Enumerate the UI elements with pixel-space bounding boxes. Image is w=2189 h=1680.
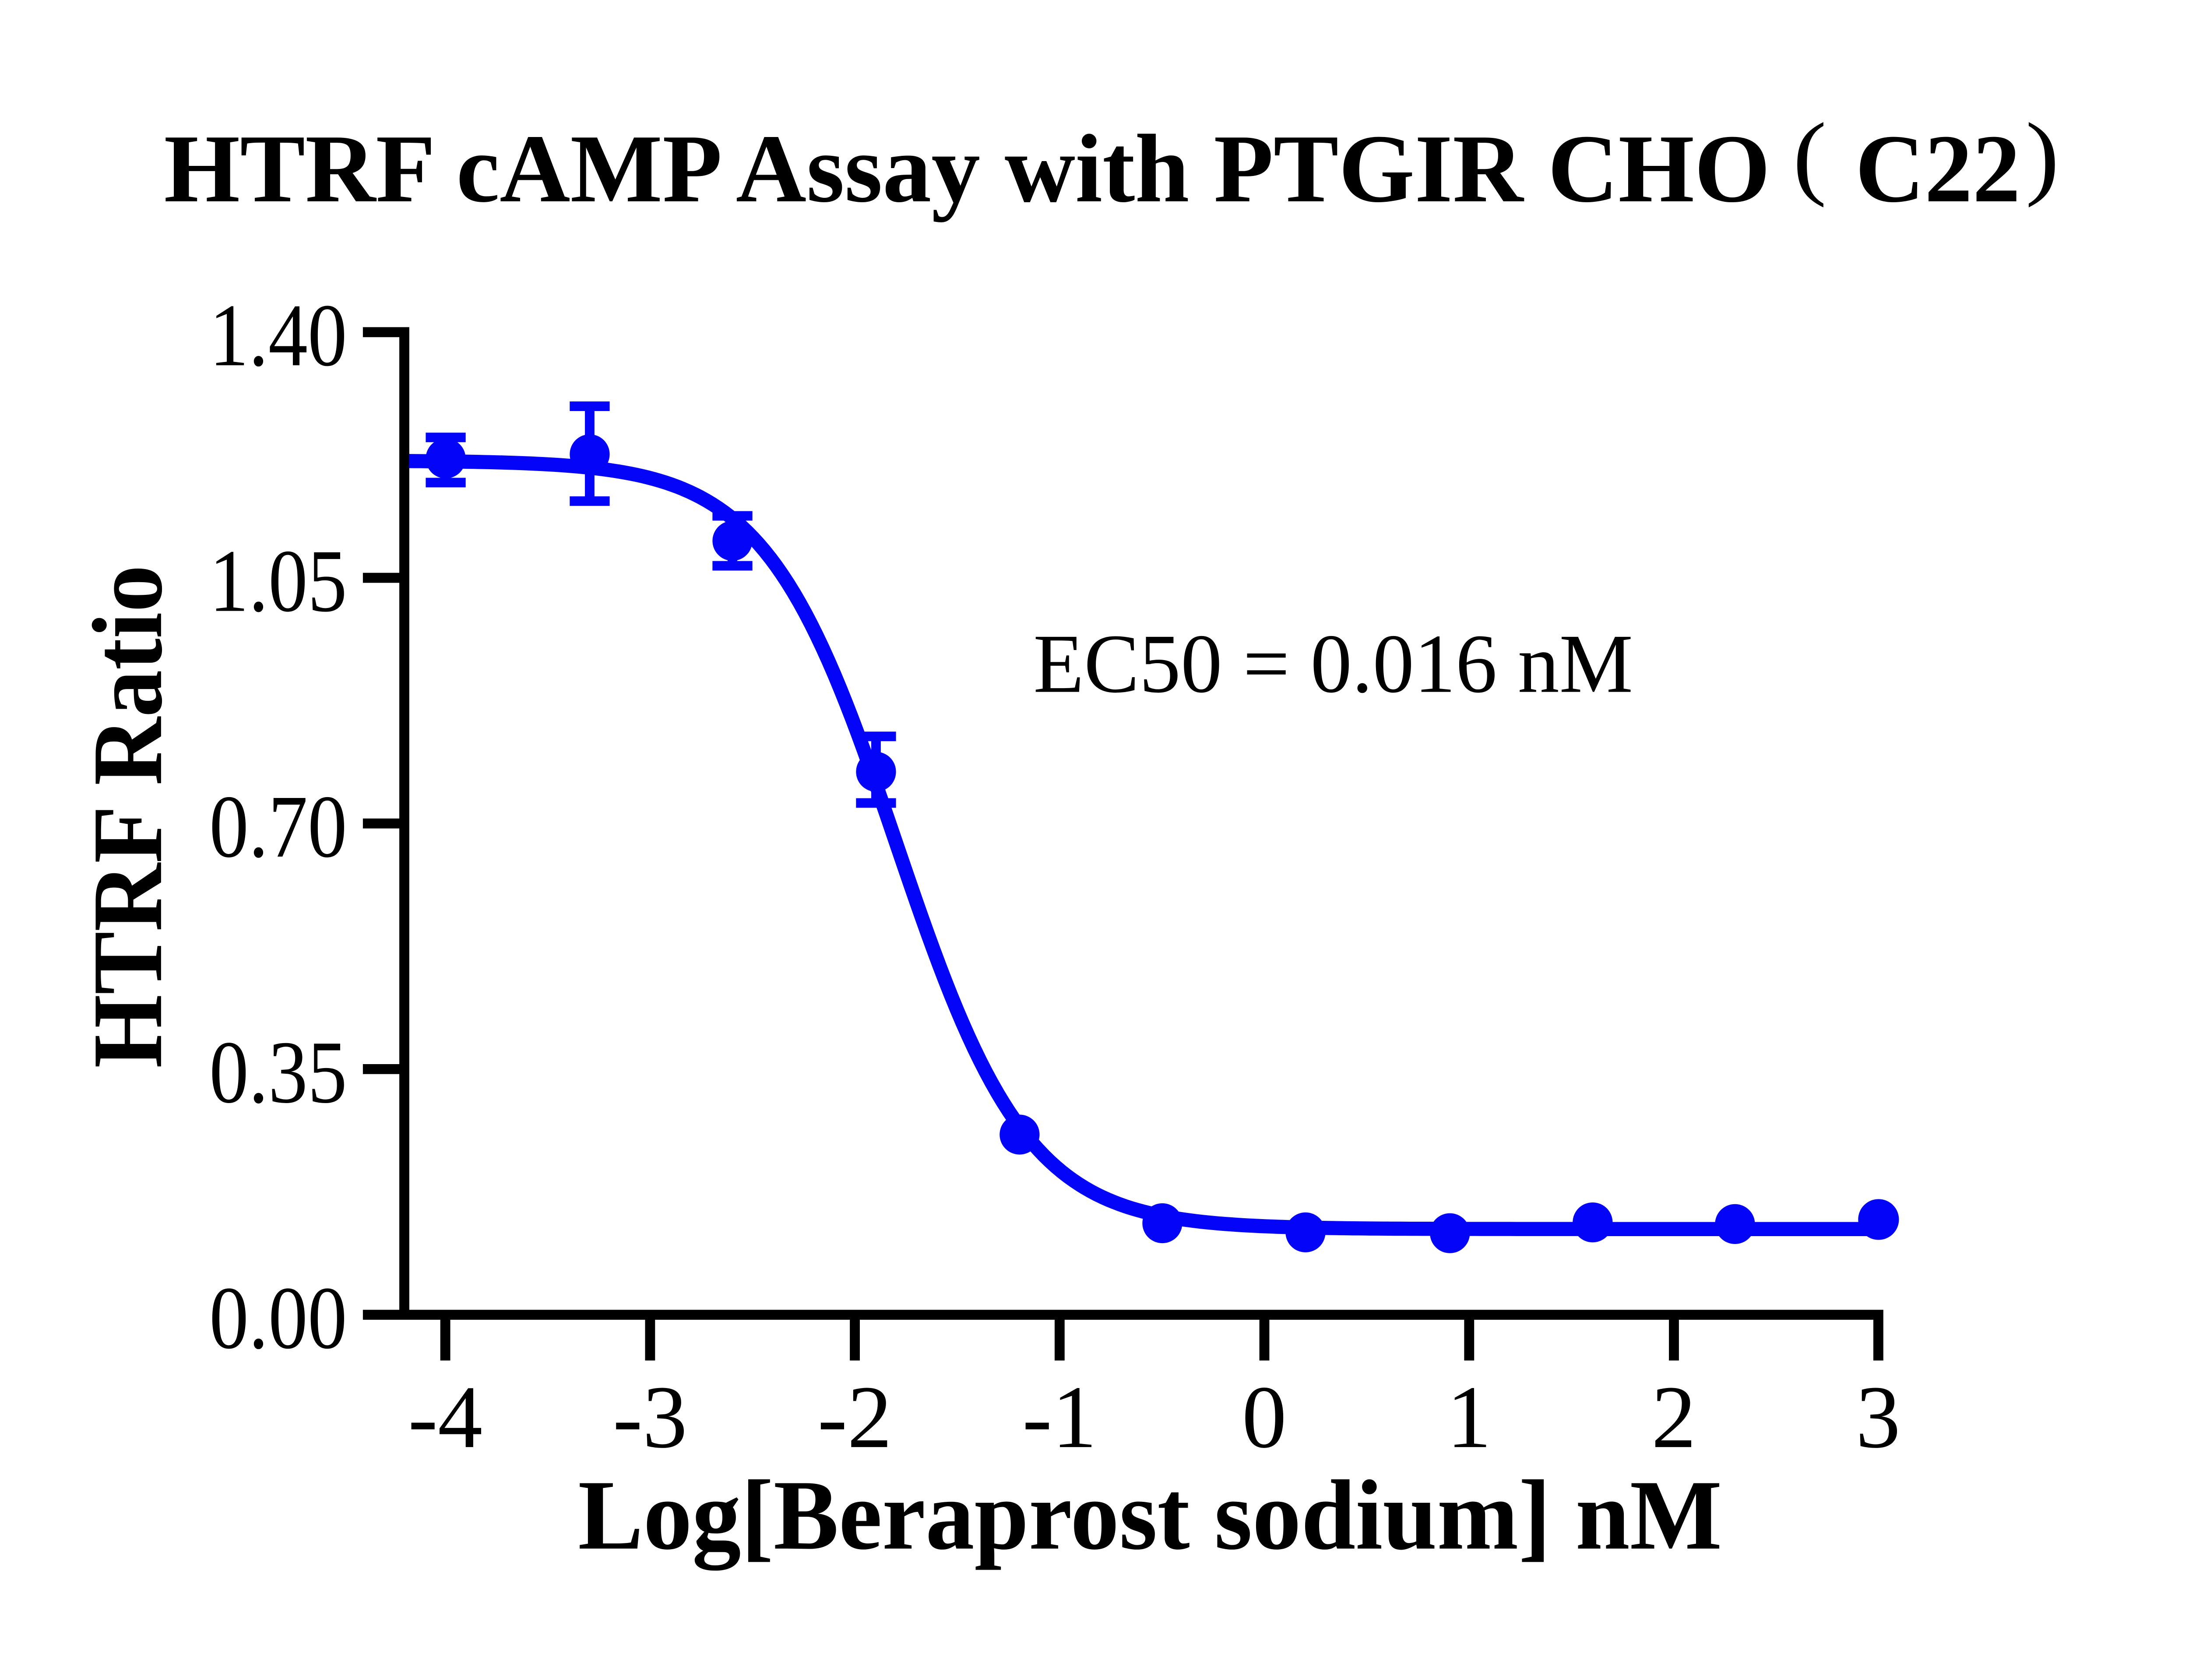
svg-text:1.40: 1.40 <box>209 285 347 385</box>
svg-text:-1: -1 <box>1022 1368 1097 1467</box>
svg-text:HTRF cAMP Assay with PTGIR CHO: HTRF cAMP Assay with PTGIR CHO <box>164 115 1770 223</box>
svg-text:-4: -4 <box>408 1368 482 1467</box>
svg-text:): ) <box>2025 104 2059 208</box>
svg-text:0: 0 <box>1242 1368 1287 1467</box>
svg-text:EC50 = 0.016 nM: EC50 = 0.016 nM <box>1033 617 1633 710</box>
svg-text:HTRF Ratio: HTRF Ratio <box>73 565 183 1068</box>
svg-text:C22: C22 <box>1855 115 2020 223</box>
svg-text:Log[Beraprost sodium] nM: Log[Beraprost sodium] nM <box>578 1460 1722 1571</box>
svg-text:0.35: 0.35 <box>209 1022 347 1121</box>
svg-text:(: ( <box>1793 104 1827 208</box>
svg-text:-2: -2 <box>817 1368 892 1467</box>
svg-text:2: 2 <box>1651 1368 1696 1467</box>
svg-text:-3: -3 <box>613 1368 687 1467</box>
svg-text:1: 1 <box>1446 1368 1491 1467</box>
svg-text:1.05: 1.05 <box>209 531 347 630</box>
svg-text:0.70: 0.70 <box>209 777 347 876</box>
svg-text:3: 3 <box>1856 1368 1900 1467</box>
svg-text:0.00: 0.00 <box>209 1268 347 1367</box>
